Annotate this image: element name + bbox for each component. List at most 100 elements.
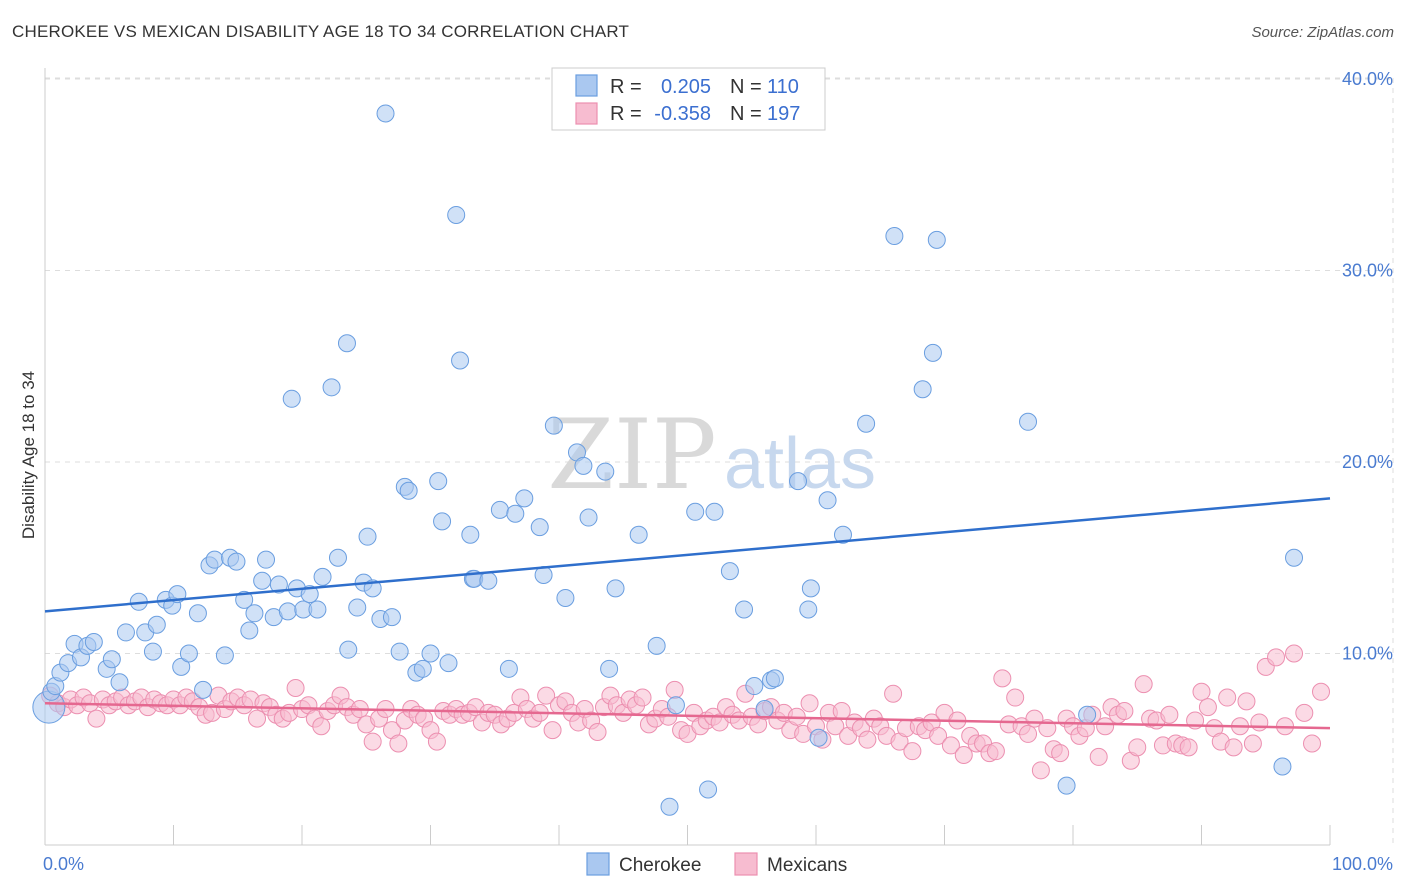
legend-box: R = 0.205 N = 110 R = -0.358 N = 197 xyxy=(551,67,826,131)
trend-lines xyxy=(44,497,1331,730)
cherokee-point xyxy=(885,227,904,246)
legend-n-label-mexicans: N = xyxy=(730,103,762,125)
mexicans-point xyxy=(1128,738,1147,757)
cherokee-point xyxy=(544,416,563,435)
cherokee-point xyxy=(490,500,509,519)
cherokee-point xyxy=(1078,705,1097,724)
cherokee-point xyxy=(102,650,121,669)
cherokee-point xyxy=(596,462,615,481)
cherokee-point xyxy=(188,604,207,623)
cherokee-point xyxy=(433,512,452,531)
cherokee-point xyxy=(499,659,518,678)
mexicans-point xyxy=(633,688,652,707)
legend-n-value-cherokee: 110 xyxy=(767,76,799,98)
cherokee-point xyxy=(439,654,458,673)
cherokee-point xyxy=(666,696,685,715)
mexicans-point xyxy=(1224,738,1243,757)
legend-n-label-cherokee: N = xyxy=(730,76,762,98)
mexicans-point xyxy=(1192,682,1211,701)
legend-r-value-mexicans: -0.358 xyxy=(654,103,711,125)
y-axis-label: Disability Age 18 to 34 xyxy=(19,371,38,539)
cherokee-point xyxy=(313,567,332,586)
cherokee-point xyxy=(913,380,932,399)
cherokee-point xyxy=(147,615,166,634)
mexicans-point xyxy=(1006,688,1025,707)
grid-lines xyxy=(45,77,1394,845)
cherokee-point xyxy=(600,659,619,678)
cherokee-point xyxy=(382,608,401,627)
cherokee-point xyxy=(647,636,666,655)
cherokee-point xyxy=(735,600,754,619)
legend-r-value-cherokee: 0.205 xyxy=(661,76,711,98)
cherokee-point xyxy=(172,657,191,676)
cherokee-point xyxy=(461,525,480,544)
cherokee-point xyxy=(240,621,259,640)
mexicans-point xyxy=(993,669,1012,688)
cherokee-point xyxy=(413,659,432,678)
mexicans-point xyxy=(588,723,607,742)
mexicans-point xyxy=(543,721,562,740)
cherokee-point xyxy=(429,472,448,491)
mexicans-point xyxy=(286,678,305,697)
legend-swatch-cherokee xyxy=(575,74,598,97)
mexicans-point xyxy=(1218,688,1237,707)
cherokee-point xyxy=(116,623,135,642)
cherokee-point xyxy=(745,677,764,696)
mexicans-point xyxy=(1089,747,1108,766)
cherokee-point xyxy=(143,642,162,661)
cherokee-point xyxy=(705,502,724,521)
bottom-legend: Cherokee Mexicans xyxy=(586,852,847,876)
mexicans-point xyxy=(1134,675,1153,694)
cherokee-point xyxy=(1019,412,1038,431)
cherokee-point xyxy=(322,378,341,397)
legend-swatch-mexicans xyxy=(575,102,598,125)
mexicans-point xyxy=(1312,682,1331,701)
mexicans-point xyxy=(87,709,106,728)
cherokee-point xyxy=(818,491,837,510)
mexicans-point xyxy=(363,732,382,751)
cherokee-point xyxy=(1285,548,1304,567)
bottom-legend-label-cherokee: Cherokee xyxy=(619,855,701,876)
mexicans-point xyxy=(1250,713,1269,732)
cherokee-point xyxy=(348,598,367,617)
cherokee-point xyxy=(809,728,828,747)
cherokee-point xyxy=(269,575,288,594)
mexicans-point xyxy=(312,717,331,736)
cherokee-point xyxy=(227,552,246,571)
cherokee-point xyxy=(399,481,418,500)
mexicans-point xyxy=(1160,705,1179,724)
mexicans-point xyxy=(1115,701,1134,720)
cherokee-point xyxy=(686,502,705,521)
y-tick-label: 30.0% xyxy=(1342,261,1393,281)
cherokee-point xyxy=(245,604,264,623)
mexicans-trend-line xyxy=(44,702,1331,730)
cherokee-point xyxy=(479,571,498,590)
watermark: ZIP atlas xyxy=(547,399,876,511)
cherokee-point xyxy=(282,389,301,408)
cherokee-point xyxy=(278,602,297,621)
mexicans-point xyxy=(954,745,973,764)
cherokee-point xyxy=(699,780,718,799)
cherokee-point xyxy=(110,673,129,692)
mexicans-point xyxy=(1031,761,1050,780)
cherokee-point xyxy=(923,343,942,362)
x-tick-label-max: 100.0% xyxy=(1332,854,1393,874)
cherokee-point xyxy=(84,633,103,652)
mexicans-point xyxy=(427,732,446,751)
mexicans-point xyxy=(1179,738,1198,757)
cherokee-point xyxy=(215,646,234,665)
mexicans-point xyxy=(903,742,922,761)
cherokee-point xyxy=(857,414,876,433)
cherokee-point xyxy=(556,588,575,607)
cherokee-point xyxy=(833,525,852,544)
cherokee-point xyxy=(447,205,466,224)
cherokee-point xyxy=(927,230,946,249)
cherokee-point xyxy=(799,600,818,619)
mexicans-point xyxy=(1096,717,1115,736)
cherokee-point xyxy=(194,680,213,699)
mexicans-point xyxy=(248,709,267,728)
cherokee-point xyxy=(1273,757,1292,776)
y-tick-label: 10.0% xyxy=(1342,644,1393,664)
cherokee-point xyxy=(530,518,549,537)
bottom-legend-label-mexicans: Mexicans xyxy=(767,855,847,876)
